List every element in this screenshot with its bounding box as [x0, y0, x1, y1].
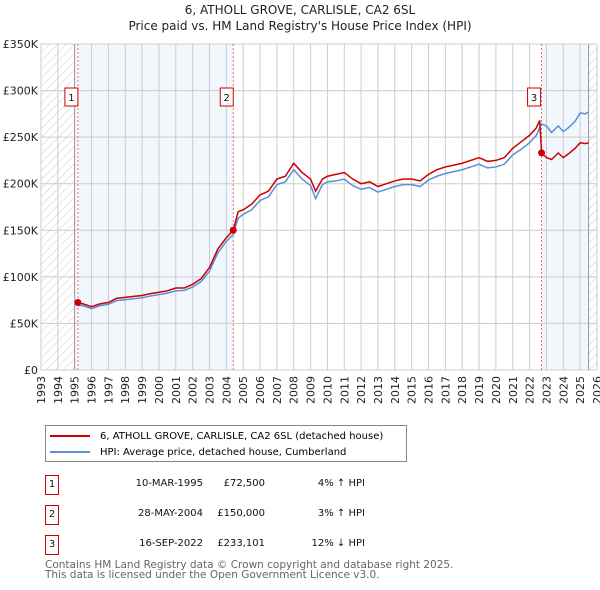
x-tick-label: 2016: [423, 376, 436, 404]
x-tick-label: 2014: [389, 376, 402, 404]
transaction-hpi: 3% ↑ HPI: [317, 508, 365, 519]
marker-label-box: [64, 87, 79, 107]
x-tick-label: 1995: [69, 376, 82, 404]
x-tick-label: 1994: [52, 376, 65, 404]
marker-label: 3: [531, 93, 537, 104]
x-tick-label: 2015: [406, 376, 419, 404]
x-tick-label: 1996: [86, 376, 99, 404]
x-tick-label: 2026: [591, 376, 600, 404]
marker-label: 1: [68, 93, 74, 104]
x-tick-label: 2000: [153, 376, 166, 404]
x-tick-label: 2004: [220, 376, 233, 404]
legend-swatch-hpi: [50, 451, 90, 453]
legend-label-hpi: HPI: Average price, detached house, Cumb…: [100, 446, 347, 458]
footer-line-2: This data is licensed under the Open Gov…: [45, 569, 380, 581]
y-tick-label: £250K: [3, 131, 39, 144]
x-tick-label: 2001: [170, 376, 183, 404]
transaction-price: £72,500: [223, 478, 265, 489]
x-tick-label: 2023: [540, 376, 553, 404]
x-tick-label: 2008: [288, 376, 301, 404]
chart-subtitle: Price paid vs. HM Land Registry's House …: [128, 19, 472, 33]
marker-label-box: [219, 87, 234, 107]
x-tick-label: 2012: [355, 376, 368, 404]
transaction-row: 1 10-MAR-1995 £72,500 4% ↑ HPI: [45, 475, 365, 495]
x-tick-label: 2005: [237, 376, 250, 404]
x-tick-label: 2011: [338, 376, 351, 404]
transaction-row: 2 28-MAY-2004 £150,000 3% ↑ HPI: [45, 505, 365, 525]
y-tick-label: £350K: [3, 38, 39, 51]
transaction-hpi: 4% ↑ HPI: [317, 478, 365, 489]
x-tick-label: 2020: [490, 376, 503, 404]
transaction-date: 10-MAR-1995: [135, 478, 203, 489]
transaction-price: £150,000: [217, 508, 265, 519]
legend-swatch-property: [50, 435, 90, 437]
x-tick-label: 2007: [271, 376, 284, 404]
x-tick-label: 2022: [524, 376, 537, 404]
transaction-row: 3 16-SEP-2022 £233,101 12% ↓ HPI: [45, 535, 365, 555]
y-tick-label: £150K: [3, 224, 39, 237]
footer-line-1: Contains HM Land Registry data © Crown c…: [45, 559, 454, 571]
x-tick-label: 2025: [574, 376, 587, 404]
x-tick-label: 2010: [321, 376, 334, 404]
chart-title: 6, ATHOLL GROVE, CARLISLE, CA2 6SL: [184, 3, 416, 17]
footer: Contains HM Land Registry data © Crown c…: [45, 559, 454, 581]
transaction-price: £233,101: [217, 538, 265, 549]
x-tick-label: 1998: [119, 376, 132, 404]
shaded-range: [541, 44, 589, 370]
x-tick-label: 2013: [372, 376, 385, 404]
x-tick-label: 2003: [203, 376, 216, 404]
y-tick-label: £200K: [3, 178, 39, 191]
price-chart: 1993 1994 1995 1996 1997 1998 1999 2000 2001 2002…: [3, 38, 600, 404]
y-tick-label: £100K: [3, 271, 39, 284]
x-tick-label: 2024: [557, 376, 570, 404]
marker-label-box: [527, 87, 542, 107]
y-tick-label: £300K: [3, 85, 39, 98]
hatched-range: [588, 44, 597, 370]
x-tick-label: 2018: [456, 376, 469, 404]
transaction-number: 1: [45, 475, 59, 495]
y-tick-label: £0: [24, 364, 38, 377]
x-tick-label: 2006: [254, 376, 267, 404]
x-tick-label: 2021: [507, 376, 520, 404]
transaction-number: 2: [45, 505, 59, 525]
x-tick-label: 2009: [305, 376, 318, 404]
sale-point: [538, 149, 546, 157]
hpi-line: [77, 111, 589, 310]
x-tick-label: 1999: [136, 376, 149, 404]
x-tick-label: 2019: [473, 376, 486, 404]
sale-point: [74, 298, 82, 306]
chart-legend: 6, ATHOLL GROVE, CARLISLE, CA2 6SL (deta…: [45, 425, 407, 462]
transaction-hpi: 12% ↓ HPI: [311, 538, 365, 549]
x-tick-label: 1997: [102, 376, 115, 404]
property-line: [77, 120, 589, 308]
sale-point: [229, 226, 237, 234]
x-tick-label: 2002: [187, 376, 200, 404]
y-tick-label: £50K: [10, 317, 39, 330]
x-tick-label: 2017: [439, 376, 452, 404]
transaction-date: 16-SEP-2022: [139, 538, 203, 549]
legend-label-property: 6, ATHOLL GROVE, CARLISLE, CA2 6SL (deta…: [100, 430, 384, 442]
transaction-number: 3: [45, 535, 59, 555]
marker-label: 2: [224, 93, 230, 104]
x-tick-label: 1993: [35, 376, 48, 404]
shaded-range: [77, 44, 234, 370]
transaction-date: 28-MAY-2004: [137, 508, 203, 519]
